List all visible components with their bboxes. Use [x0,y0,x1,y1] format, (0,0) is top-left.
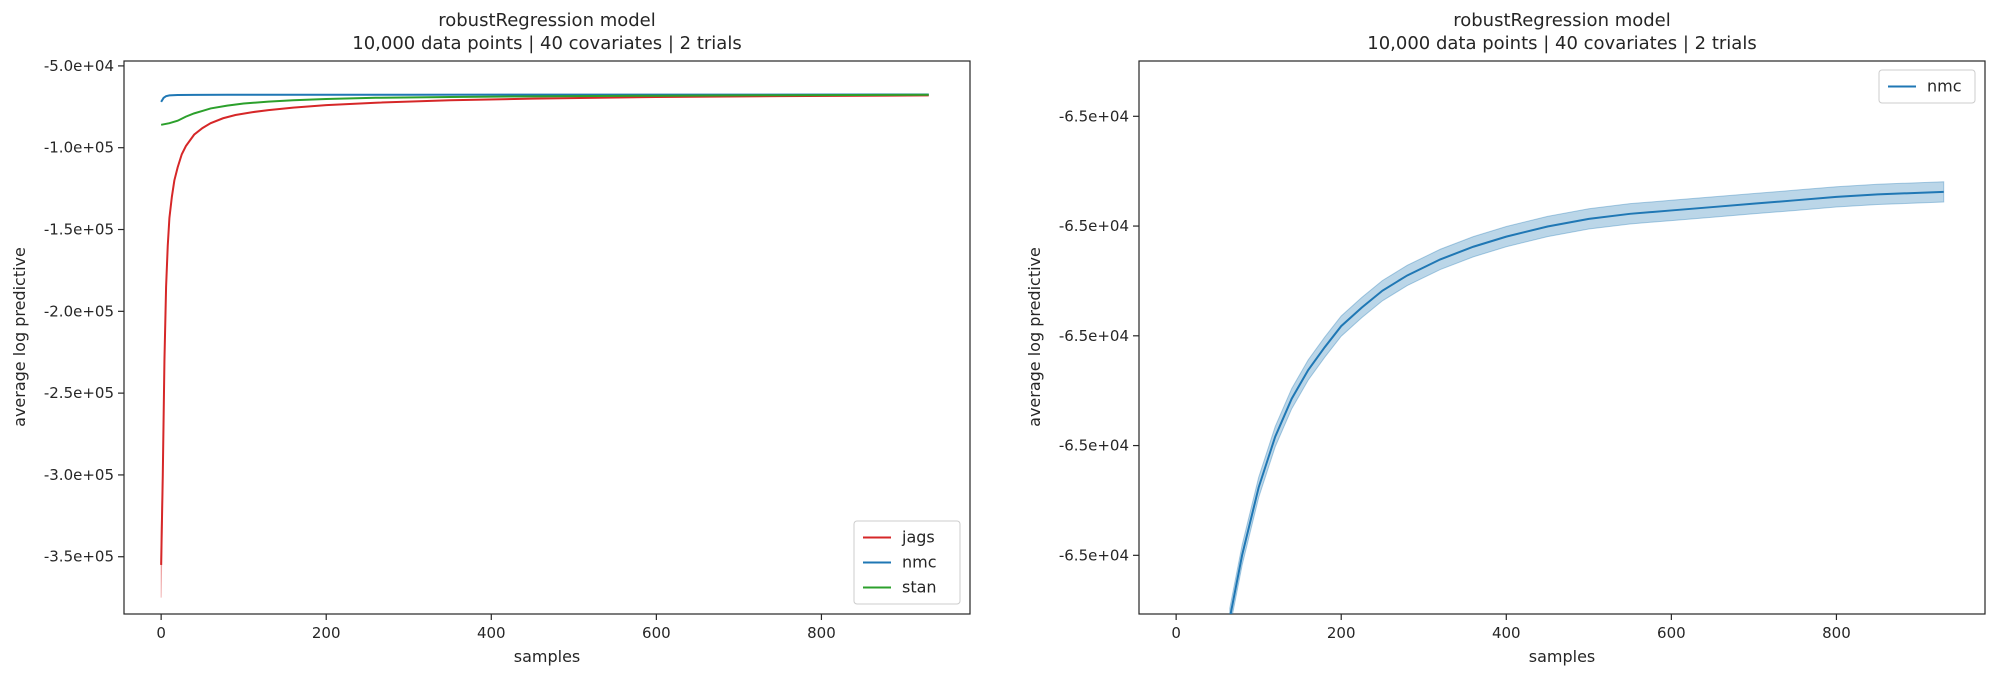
chart-left-y-tick-label: -3.5e+05 [44,548,114,566]
chart-right-y-tick-label: -6.5e+04 [1059,217,1129,235]
chart-left-x-tick-label: 200 [312,624,341,642]
chart-right-y-tick-label: -6.5e+04 [1059,107,1129,125]
chart-left-y-tick-label: -1.5e+05 [44,221,114,239]
chart-right-series-nmc-line [1229,190,1944,614]
chart-left-legend: jags nmc stan [853,520,961,605]
chart-left-series-stan-line [160,93,929,126]
chart-right-plot: 0 200 400 600 800 -6.5e+04 -6.5e+04 -6.5e+04 -6.… [1059,60,1986,642]
chart-left-legend-label-nmc: nmc [902,553,937,572]
chart-left-x-tick-label: 400 [477,624,506,642]
chart-left-y-tick-label: -3.0e+05 [44,466,114,484]
chart-right-x-axis-label: samples [1529,647,1596,666]
chart-right-y-axis-label: average log predictive [1025,247,1044,427]
chart-right-title: robustRegression model [1453,10,1671,31]
chart-right-x-tick-label: 200 [1327,624,1356,642]
chart-left-series-group [160,93,929,598]
chart-right-legend-box [1878,69,1976,104]
chart-left-x-tick-label: 600 [642,624,671,642]
chart-left-x-axis-label: samples [514,647,581,666]
chart-right-subtitle: 10,000 data points | 40 covariates | 2 t… [1367,33,1756,54]
chart-left-x-tick-label: 800 [807,624,836,642]
chart-left-y-tick-label: -2.5e+05 [44,384,114,402]
chart-right-x-tick-label: 0 [1171,624,1181,642]
chart-right-legend-label-nmc: nmc [1927,77,1962,96]
chart-marks-layer: 0 200 400 600 800 -5.0e+04 -1.0e+05 -1.5e+05 -2.… [44,57,1986,642]
chart-left-series-jags-line [160,94,929,565]
chart-left-x-tick-label: 0 [156,624,166,642]
chart-left-legend-box [853,520,961,605]
chart-right-axes-frame [1138,60,1986,615]
chart-right-y-tick-label: -6.5e+04 [1059,546,1129,564]
chart-right-x-tick-label: 600 [1657,624,1686,642]
chart-left-plot: 0 200 400 600 800 -5.0e+04 -1.0e+05 -1.5e+05 -2.… [44,57,971,642]
chart-left-legend-label-jags: jags [901,528,935,547]
chart-right-legend: nmc [1878,69,1976,104]
chart-right-y-tick-label: -6.5e+04 [1059,327,1129,345]
chart-right-x-tick-label: 800 [1822,624,1851,642]
chart-left-subtitle: 10,000 data points | 40 covariates | 2 t… [352,33,741,54]
chart-left-y-tick-label: -2.0e+05 [44,302,114,320]
chart-left-legend-label-stan: stan [902,578,937,597]
chart-right-y-tick-label: -6.5e+04 [1059,437,1129,455]
chart-left-y-tick-label: -1.0e+05 [44,139,114,157]
chart-left-title: robustRegression model [438,10,656,31]
chart-left: robustRegression model 10,000 data point… [10,10,742,666]
chart-left-y-axis-label: average log predictive [10,247,29,427]
chart-right: robustRegression model 10,000 data point… [1025,10,1757,666]
chart-right-series-nmc-band [1229,181,1945,614]
chart-right-x-tick-label: 400 [1492,624,1521,642]
chart-right-series-group [1229,181,1945,614]
chart-left-series-nmc-line [160,93,929,103]
chart-left-axes-frame [123,60,971,615]
chart-left-y-tick-label: -5.0e+04 [44,57,114,75]
